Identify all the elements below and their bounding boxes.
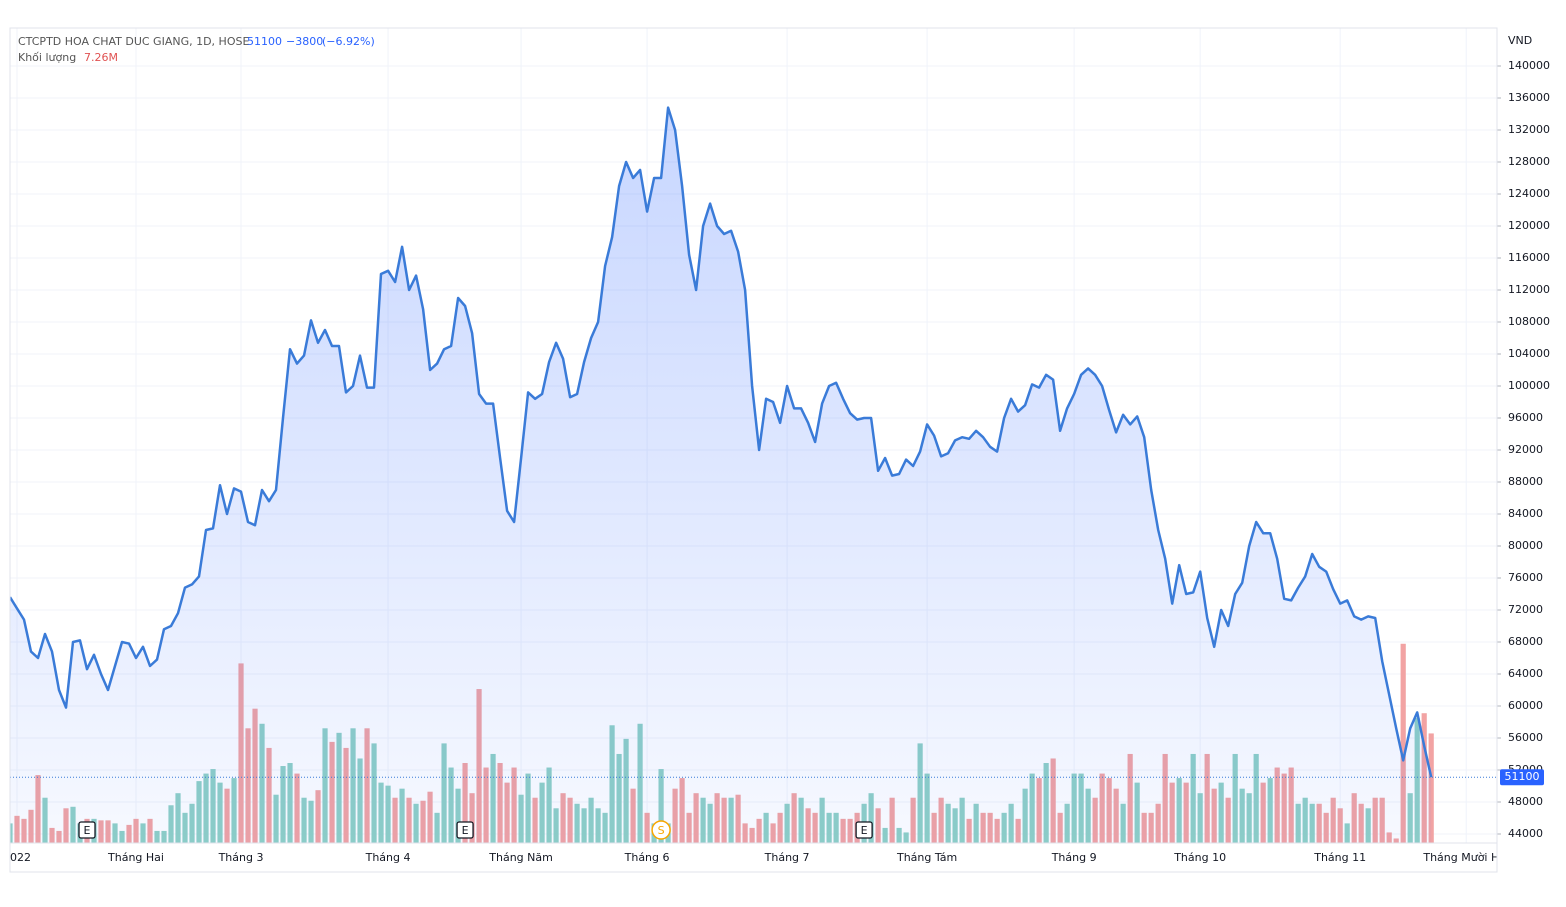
- event-marker: [78, 821, 96, 839]
- y-tick-label: 92000: [1508, 443, 1543, 456]
- x-tick-label: Tháng Tám: [896, 851, 957, 864]
- header-title: CTCPTD HOA CHAT DUC GIANG, 1D, HOSE: [18, 35, 249, 48]
- x-tick-label: Tháng 4: [365, 851, 411, 864]
- y-tick-label: 56000: [1508, 731, 1543, 744]
- y-tick-label: 96000: [1508, 411, 1543, 424]
- event-label: E: [84, 824, 91, 837]
- y-unit: VND: [1508, 34, 1532, 47]
- y-tick-label: 88000: [1508, 475, 1543, 488]
- y-tick-label: 72000: [1508, 603, 1543, 616]
- event-label: E: [861, 824, 868, 837]
- y-tick-label: 84000: [1508, 507, 1543, 520]
- price-area: [10, 107, 1432, 844]
- x-tick-label: Tháng 10: [1173, 851, 1226, 864]
- y-tick-label: 76000: [1508, 571, 1543, 584]
- y-tick-label: 44000: [1508, 827, 1543, 840]
- header-price: 51100: [247, 35, 282, 48]
- y-tick-label: 128000: [1508, 155, 1550, 168]
- plot-frame: [9, 27, 1498, 873]
- y-tick-label: 48000: [1508, 795, 1543, 808]
- last-price-badge: [1500, 769, 1544, 786]
- y-tick-label: 116000: [1508, 251, 1550, 264]
- x-tick-label: 2022: [3, 851, 31, 864]
- event-marker: [456, 821, 474, 839]
- x-tick-label: Tháng Mười Hai: [1422, 851, 1509, 864]
- event-label: S: [658, 824, 665, 837]
- y-tick-label: 124000: [1508, 187, 1550, 200]
- volume-bar: [1400, 643, 1406, 843]
- price-line: [10, 106, 1433, 778]
- y-tick-label: 136000: [1508, 91, 1550, 104]
- y-tick-label: 80000: [1508, 539, 1543, 552]
- x-tick-label: Tháng 7: [764, 851, 810, 864]
- last-price-label: 51100: [1505, 770, 1540, 783]
- volume-title: Khối lượng: [18, 51, 76, 64]
- y-tick-label: 104000: [1508, 347, 1550, 360]
- event-label: E: [462, 824, 469, 837]
- header-change-pct: (−6.92%): [322, 35, 375, 48]
- event-marker: [651, 820, 671, 840]
- y-tick-label: 140000: [1508, 59, 1550, 72]
- header-change: −3800: [286, 35, 323, 48]
- y-tick-label: 60000: [1508, 699, 1543, 712]
- y-tick-label: 100000: [1508, 379, 1550, 392]
- x-tick-label: Tháng 3: [218, 851, 264, 864]
- y-tick-label: 108000: [1508, 315, 1550, 328]
- x-tick-label: Tháng 9: [1051, 851, 1097, 864]
- x-tick-label: Tháng 11: [1313, 851, 1366, 864]
- y-tick-label: 64000: [1508, 667, 1543, 680]
- y-tick-label: 120000: [1508, 219, 1550, 232]
- x-tick-label: Tháng Năm: [488, 851, 553, 864]
- x-tick-label: Tháng Hai: [107, 851, 164, 864]
- x-tick-label: Tháng 6: [624, 851, 670, 864]
- y-tick-label: 132000: [1508, 123, 1550, 136]
- y-tick-label: 112000: [1508, 283, 1550, 296]
- volume-last: 7.26M: [84, 51, 118, 64]
- event-marker: [855, 821, 873, 839]
- y-tick-label: 68000: [1508, 635, 1543, 648]
